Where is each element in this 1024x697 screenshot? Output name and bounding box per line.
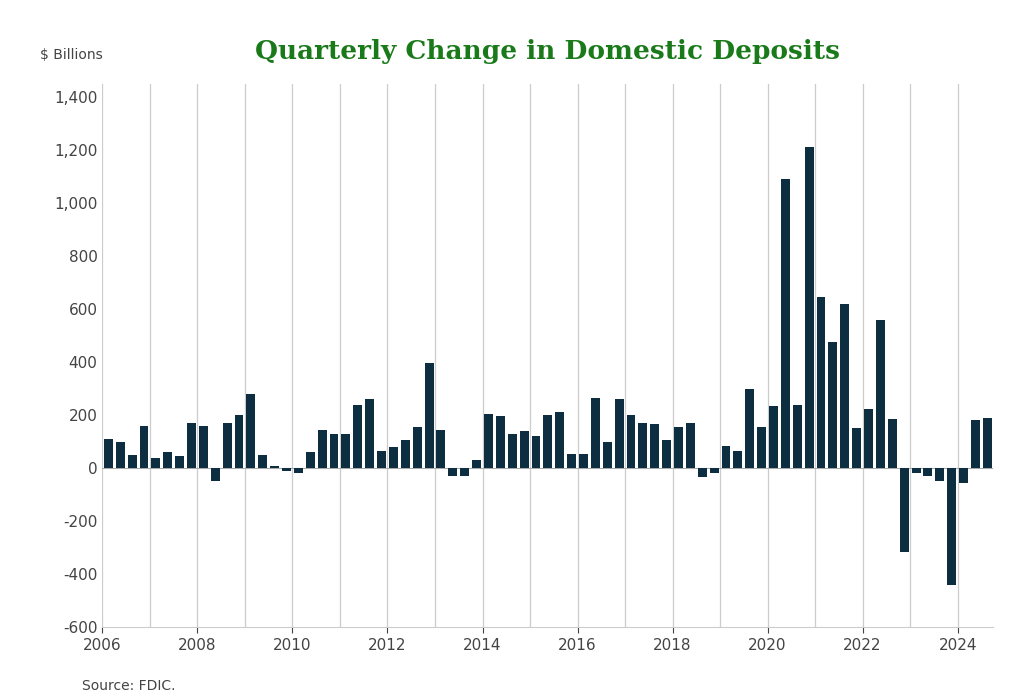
Bar (924, 468, 933, 476)
Bar (128, 455, 136, 468)
Bar (614, 399, 624, 468)
Bar (531, 436, 541, 468)
Text: Source: FDIC.: Source: FDIC. (82, 679, 175, 693)
Bar (959, 468, 968, 483)
Bar (508, 434, 517, 468)
Bar (888, 419, 897, 468)
Bar (983, 418, 992, 468)
Bar (199, 426, 208, 468)
Bar (282, 468, 291, 471)
Bar (828, 342, 838, 468)
Bar (247, 394, 255, 468)
Bar (234, 415, 244, 468)
Bar (270, 466, 280, 468)
Bar (793, 404, 802, 468)
Bar (757, 427, 766, 468)
Bar (567, 454, 577, 468)
Bar (686, 423, 695, 468)
Bar (222, 423, 231, 468)
Bar (841, 304, 849, 468)
Bar (733, 451, 742, 468)
Bar (258, 455, 267, 468)
Bar (971, 420, 980, 468)
Bar (697, 468, 707, 477)
Bar (935, 468, 944, 482)
Bar (400, 441, 410, 468)
Bar (341, 434, 350, 468)
Bar (413, 427, 422, 468)
Bar (900, 468, 908, 552)
Bar (674, 427, 683, 468)
Bar (663, 441, 671, 468)
Bar (852, 429, 861, 468)
Bar (519, 431, 528, 468)
Title: Quarterly Change in Domestic Deposits: Quarterly Change in Domestic Deposits (255, 38, 841, 63)
Bar (306, 452, 314, 468)
Bar (745, 389, 755, 468)
Bar (579, 454, 588, 468)
Bar (650, 424, 659, 468)
Bar (187, 423, 196, 468)
Bar (436, 430, 445, 468)
Bar (627, 415, 636, 468)
Bar (947, 468, 956, 585)
Bar (175, 457, 184, 468)
Bar (294, 468, 303, 473)
Bar (864, 408, 873, 468)
Bar (638, 423, 647, 468)
Bar (710, 468, 719, 473)
Bar (460, 468, 469, 476)
Text: $ Billions: $ Billions (40, 48, 102, 62)
Bar (544, 415, 552, 468)
Bar (353, 404, 362, 468)
Bar (722, 445, 730, 468)
Bar (425, 363, 433, 468)
Bar (603, 442, 611, 468)
Bar (389, 447, 398, 468)
Bar (555, 413, 564, 468)
Bar (816, 297, 825, 468)
Bar (769, 406, 778, 468)
Bar (163, 452, 172, 468)
Bar (876, 320, 885, 468)
Bar (116, 442, 125, 468)
Bar (484, 414, 493, 468)
Bar (377, 451, 386, 468)
Bar (330, 434, 339, 468)
Bar (152, 457, 161, 468)
Bar (211, 468, 220, 482)
Bar (805, 147, 814, 468)
Bar (139, 426, 148, 468)
Bar (317, 430, 327, 468)
Bar (911, 468, 921, 473)
Bar (781, 179, 790, 468)
Bar (472, 460, 481, 468)
Bar (591, 398, 600, 468)
Bar (449, 468, 458, 476)
Bar (366, 399, 374, 468)
Bar (103, 439, 113, 468)
Bar (496, 417, 505, 468)
